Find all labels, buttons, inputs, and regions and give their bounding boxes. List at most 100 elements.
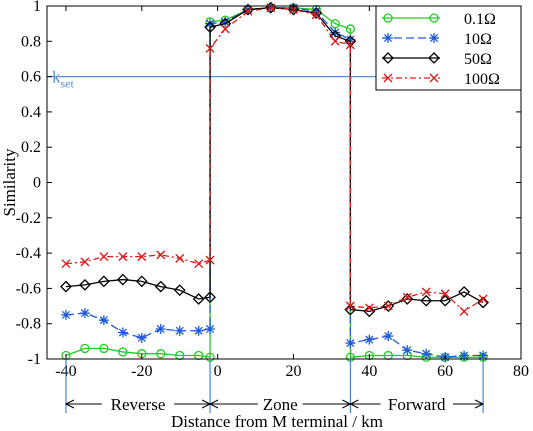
x-axis-title: Distance from M terminal / km xyxy=(171,412,383,431)
data-point xyxy=(79,308,90,319)
region-arrowhead xyxy=(64,399,75,409)
data-point xyxy=(205,255,215,265)
y-tick-label: 0.2 xyxy=(21,139,41,156)
data-point xyxy=(401,293,414,305)
x-tick-label: 40 xyxy=(361,363,377,380)
data-point xyxy=(99,343,109,354)
data-point xyxy=(364,334,375,345)
x-tick-label: 0 xyxy=(214,363,222,380)
y-tick-label: 0.8 xyxy=(21,33,41,50)
data-point xyxy=(477,296,489,309)
data-point xyxy=(330,27,341,38)
region-label: Reverse xyxy=(111,395,166,414)
data-point xyxy=(204,291,216,304)
legend-marker xyxy=(429,33,439,43)
legend-entry: 10Ω xyxy=(382,31,492,48)
data-point xyxy=(205,43,215,53)
legend-marker xyxy=(382,52,394,64)
data-point xyxy=(330,36,340,46)
y-tick-label: 0.6 xyxy=(21,69,41,86)
legend-marker xyxy=(383,13,393,23)
data-point xyxy=(98,315,109,326)
x-tick-label: 60 xyxy=(437,363,453,380)
data-point xyxy=(154,280,167,293)
y-axis-title: Similarity xyxy=(0,148,19,217)
y-tick-label: 1 xyxy=(33,0,41,15)
data-point xyxy=(60,280,72,293)
data-point xyxy=(205,18,216,29)
data-point xyxy=(382,300,395,312)
data-point xyxy=(97,275,110,288)
legend-entry: 50Ω xyxy=(382,51,492,68)
legend-entry: 100Ω xyxy=(382,71,500,88)
series-4 xyxy=(61,3,488,316)
data-point xyxy=(80,257,90,267)
data-point xyxy=(204,21,216,34)
data-point xyxy=(266,3,276,13)
data-point xyxy=(117,327,128,338)
x-tick-label: 20 xyxy=(285,363,301,380)
legend-marker xyxy=(429,73,439,83)
legend-marker xyxy=(383,33,393,43)
data-point xyxy=(155,323,166,334)
data-point xyxy=(311,10,321,20)
data-point xyxy=(383,331,394,342)
data-point xyxy=(458,286,471,298)
data-point xyxy=(345,338,356,349)
data-point xyxy=(61,259,71,269)
data-point xyxy=(220,16,231,27)
data-point xyxy=(345,40,355,50)
data-point xyxy=(194,259,204,269)
y-tick-label: -1 xyxy=(28,351,41,368)
x-tick-label: -20 xyxy=(131,363,152,380)
legend-marker xyxy=(383,73,393,83)
y-tick-label: -0.4 xyxy=(16,245,41,262)
legend-label: 10Ω xyxy=(464,31,492,48)
data-point xyxy=(421,287,431,297)
region-label: Forward xyxy=(388,395,446,414)
legend-entry: 0.1Ω xyxy=(382,11,496,28)
y-tick-label: 0 xyxy=(33,175,41,192)
data-point xyxy=(383,301,393,311)
data-point xyxy=(173,284,186,297)
data-point xyxy=(116,273,129,286)
data-point xyxy=(60,309,71,320)
threshold-label: kset xyxy=(52,68,74,91)
legend-marker xyxy=(429,13,439,23)
data-point xyxy=(135,275,148,288)
legend-label: 0.1Ω xyxy=(464,11,496,28)
data-point xyxy=(364,303,374,313)
data-point xyxy=(156,349,166,359)
y-tick-label: -0.6 xyxy=(16,280,41,297)
data-point xyxy=(420,294,433,307)
legend-label: 100Ω xyxy=(464,71,500,88)
data-point xyxy=(311,6,322,17)
data-point xyxy=(345,301,355,311)
data-point xyxy=(99,252,109,262)
data-point xyxy=(205,323,216,334)
region-arrowhead xyxy=(474,399,485,409)
data-point xyxy=(137,252,147,262)
data-point xyxy=(363,305,376,318)
data-point xyxy=(440,289,450,299)
data-point xyxy=(79,278,91,291)
legend-label: 50Ω xyxy=(464,51,492,68)
region-arrowhead xyxy=(349,399,359,409)
data-point xyxy=(344,35,357,48)
data-point xyxy=(345,24,356,34)
y-tick-label: -0.2 xyxy=(16,210,41,227)
data-point xyxy=(459,306,469,316)
legend-marker xyxy=(428,52,440,64)
data-point xyxy=(402,345,413,356)
data-point xyxy=(345,34,356,45)
data-point xyxy=(156,250,166,260)
data-point xyxy=(287,3,300,16)
region-arrowhead xyxy=(208,399,219,409)
y-tick-label: 0.4 xyxy=(21,104,41,121)
data-point xyxy=(193,325,204,336)
data-point xyxy=(439,294,452,307)
data-point xyxy=(220,24,230,34)
data-point xyxy=(80,343,90,354)
data-point xyxy=(192,293,205,305)
